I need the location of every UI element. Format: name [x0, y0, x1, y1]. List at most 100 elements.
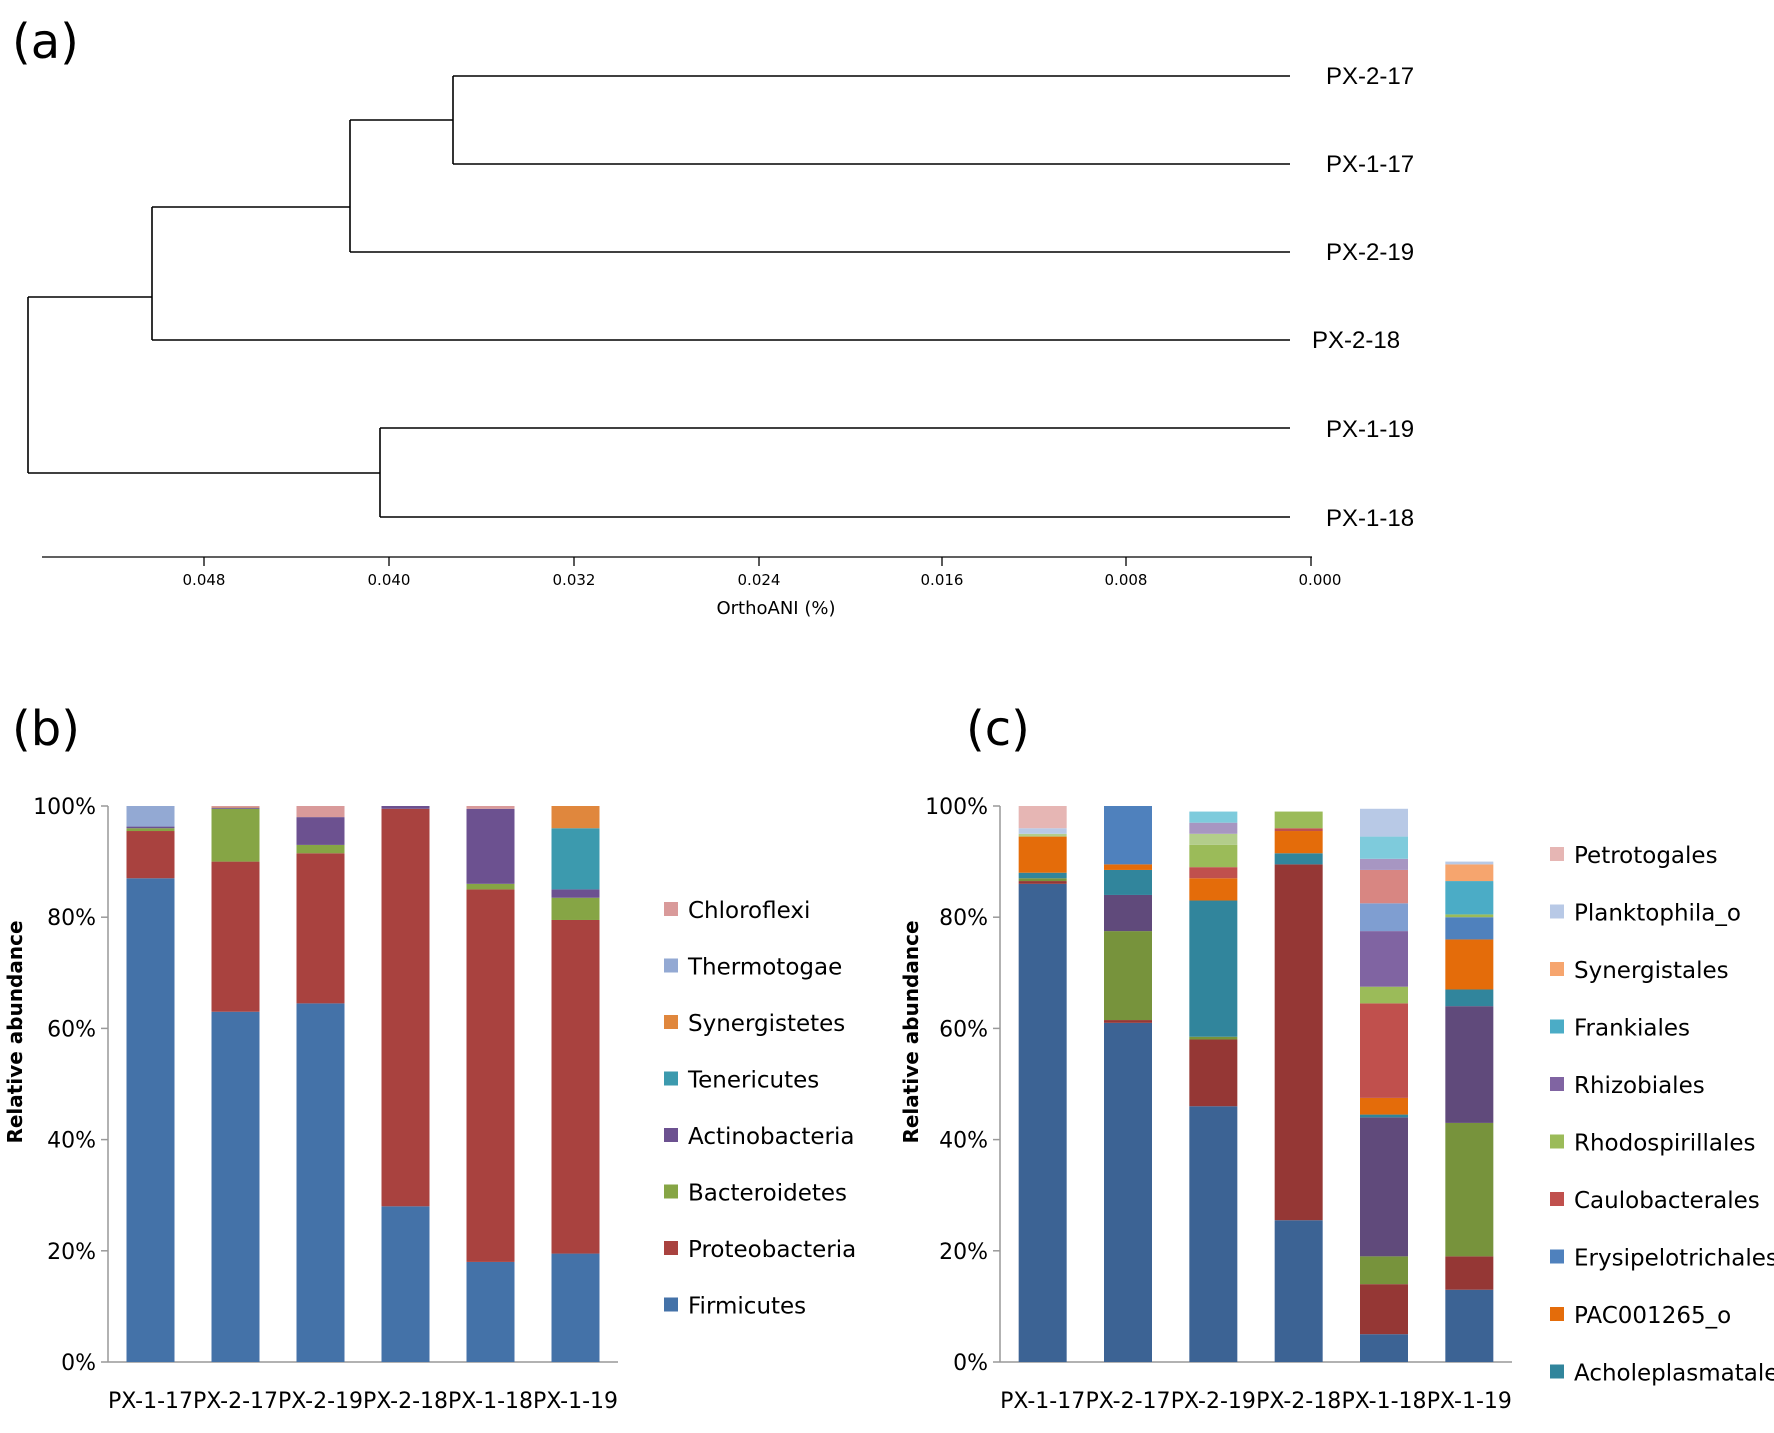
bar-segment	[1274, 1220, 1323, 1362]
bar-segment	[1445, 1256, 1494, 1290]
bar-segment	[1274, 831, 1323, 854]
legend: Chloroflexi Thermotogae Synergistetes Tener…	[664, 898, 856, 1320]
legend-swatch	[1550, 962, 1564, 976]
bar-segment	[296, 817, 345, 845]
legend-swatch	[664, 1241, 678, 1255]
scale-tick-label: 0.008	[1105, 571, 1148, 589]
legend-label: Synergistales	[1574, 958, 1729, 984]
bar-segment	[381, 806, 430, 809]
legend-label: Tenericutes	[687, 1068, 819, 1094]
legend-swatch	[664, 902, 678, 916]
leaf-label: PX-1-17	[1326, 151, 1414, 178]
x-tick-labels: PX-1-17 PX-2-17 PX-2-19 PX-2-18 PX-1-18 PX-1-…	[1000, 1389, 1512, 1414]
bar-segment	[1360, 858, 1408, 870]
legend-label: Acholeplasmatales	[1574, 1361, 1774, 1387]
legend-label: Synergistetes	[688, 1011, 845, 1037]
leaf-label: PX-2-18	[1312, 327, 1400, 354]
legend-label: Actinobacteria	[688, 1124, 854, 1150]
bar-segment	[1018, 828, 1067, 834]
y-tick-label: 80%	[47, 906, 96, 931]
bar-segment	[126, 878, 175, 1362]
y-tick-label: 80%	[939, 906, 988, 931]
bar-segment	[466, 1261, 515, 1362]
bar-segment	[551, 1253, 600, 1362]
bar-segment	[1445, 1289, 1494, 1362]
bar-segment	[1189, 878, 1238, 901]
x-tick-label: PX-1-17	[1000, 1389, 1085, 1414]
legend-label: Chloroflexi	[688, 898, 810, 924]
bar-segment	[1360, 1114, 1408, 1118]
x-tick-label: PX-2-19	[1171, 1389, 1256, 1414]
bar-segment	[551, 828, 600, 890]
legend-label: Erysipelotrichales	[1574, 1246, 1774, 1272]
scale-tick-label: 0.032	[553, 571, 596, 589]
bar-segment	[211, 808, 260, 862]
dendrogram	[27, 75, 1290, 518]
bar-segment	[1360, 1117, 1408, 1257]
bar-segment	[1360, 869, 1408, 904]
bar-segment	[1274, 853, 1323, 865]
bar-segment	[1360, 986, 1408, 1004]
legend-label: Petrotogales	[1574, 843, 1718, 869]
bar-stacks	[1018, 806, 1494, 1362]
legend-swatch	[664, 1184, 678, 1199]
y-tick-label: 0%	[953, 1351, 988, 1376]
bar-segment	[1445, 881, 1494, 915]
y-tick-label: 100%	[33, 795, 96, 820]
scale-tick-label: 0.016	[921, 571, 964, 589]
legend-swatch	[1550, 1019, 1564, 1034]
legend-label: Bacteroidetes	[688, 1181, 847, 1207]
bar-segment	[296, 844, 345, 854]
bar-segment	[1018, 878, 1067, 882]
legend-swatch	[664, 1128, 678, 1142]
bar-segment	[211, 806, 260, 808]
bar-segment	[126, 826, 175, 829]
bar-segment	[1445, 1122, 1494, 1257]
bar-segment	[296, 853, 345, 1004]
bar-segment	[1104, 864, 1152, 870]
bar-segment	[1189, 867, 1238, 879]
scale-tick-label: 0.048	[183, 571, 226, 589]
bar-segment	[1189, 900, 1238, 1037]
bar-segment	[1018, 883, 1067, 1362]
bar-segment	[1189, 833, 1238, 845]
leaf-label: PX-1-18	[1326, 505, 1414, 532]
bar-segment	[1360, 903, 1408, 932]
legend-label: Thermotogae	[687, 955, 842, 981]
x-tick-label: PX-1-19	[533, 1389, 618, 1414]
bar-segment	[1445, 989, 1494, 1007]
y-axis-title: Relative abundance	[899, 920, 923, 1143]
legend-label: Rhizobiales	[1574, 1073, 1705, 1099]
leaf-label: PX-2-19	[1326, 239, 1414, 266]
x-tick-label: PX-1-18	[448, 1389, 533, 1414]
bar-segment	[1189, 844, 1238, 868]
bar-segment	[1445, 914, 1494, 918]
legend-label: Proteobacteria	[688, 1237, 856, 1263]
y-axis-title: Relative abundance	[3, 920, 27, 1143]
bar-segment	[1104, 869, 1152, 895]
y-tick-label: 100%	[925, 795, 988, 820]
bar-segment	[551, 806, 600, 829]
bar-segment	[1018, 806, 1067, 829]
legend: Petrotogales Planktophila_o Synergistales F…	[1550, 843, 1774, 1387]
legend-swatch	[1550, 1077, 1564, 1091]
bar-segment	[1104, 894, 1152, 932]
bar-segment	[126, 831, 175, 879]
bar-segment	[211, 1011, 260, 1362]
bar-segment	[1445, 939, 1494, 990]
dendrogram-leaf-labels: PX-2-17 PX-1-17 PX-2-19 PX-2-18 PX-1-19 …	[1312, 63, 1414, 532]
bar-segment	[296, 806, 345, 818]
panel-label-a: (a)	[12, 14, 79, 70]
x-tick-label: PX-1-18	[1341, 1389, 1426, 1414]
y-tick-label: 60%	[939, 1017, 988, 1042]
bar-segment	[1445, 864, 1494, 882]
x-tick-label: PX-1-19	[1427, 1389, 1512, 1414]
dendrogram-scale-labels: 0.048 0.040 0.032 0.024 0.016 0.008 0.00…	[183, 571, 1342, 619]
bar-segment	[1360, 808, 1408, 837]
bar-segment	[1018, 833, 1067, 837]
scale-tick-label: 0.024	[738, 571, 781, 589]
bar-segment	[296, 1003, 345, 1362]
bar-segment	[551, 919, 600, 1254]
y-tick-label: 0%	[61, 1351, 96, 1376]
bar-segment	[1274, 864, 1323, 1221]
